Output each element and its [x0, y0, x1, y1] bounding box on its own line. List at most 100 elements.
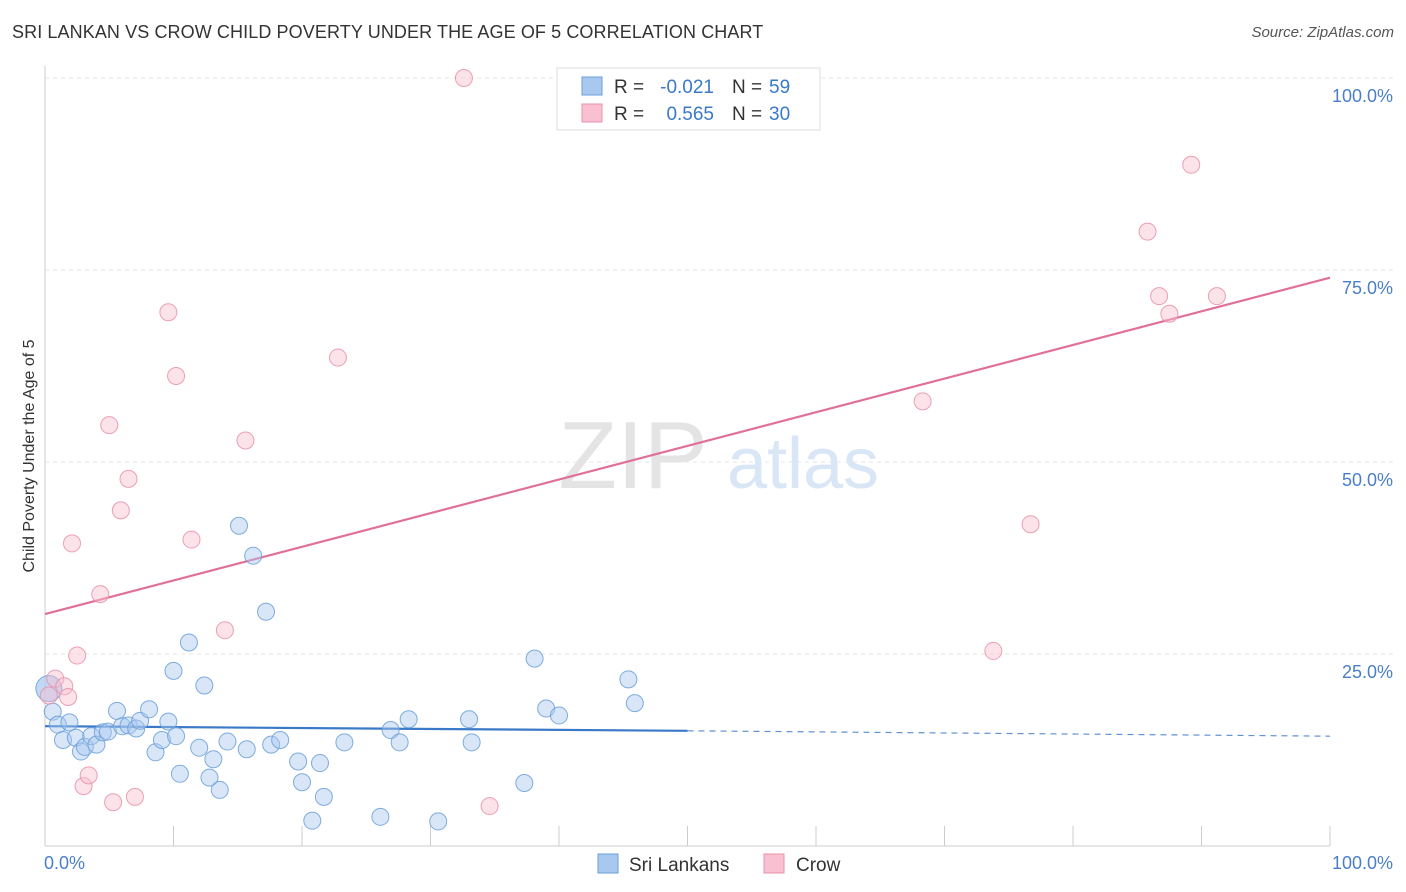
stats-legend-r-value-0: -0.021: [660, 77, 714, 98]
point-crow-26: [1150, 287, 1169, 306]
chart-title: SRI LANKAN VS CROW CHILD POVERTY UNDER T…: [12, 22, 764, 42]
point-crow-7: [79, 766, 98, 785]
point-crow-2: [55, 677, 74, 696]
point-crow-18: [236, 431, 255, 450]
point-sri-lankans-10: [93, 723, 112, 742]
stats-legend-swatch-1: [581, 103, 603, 123]
point-crow-1: [46, 669, 65, 688]
stats-legend-r-value-1: 0.565: [666, 104, 714, 125]
point-crow-27: [1160, 304, 1179, 323]
point-sri-lankans-23: [179, 633, 198, 652]
trend-lines: [44, 276, 1331, 737]
point-crow-8: [91, 585, 110, 604]
point-crow-9: [100, 416, 119, 435]
point-sri-lankans-46: [399, 710, 418, 729]
point-crow-12: [119, 469, 138, 488]
point-crow-17: [215, 621, 234, 640]
point-sri-lankans-39: [303, 811, 322, 830]
point-sri-lankans-38: [293, 773, 311, 792]
point-sri-lankans-45: [390, 733, 409, 752]
point-crow-20: [454, 69, 473, 87]
y-tick-label-75: 75.0%: [1342, 278, 1393, 298]
bottom-legend-swatch-0: [597, 853, 619, 874]
point-sri-lankans-11: [98, 722, 117, 741]
point-crow-23: [984, 641, 1003, 660]
point-crow-14: [159, 303, 178, 322]
point-sri-lankans-7: [75, 737, 94, 756]
point-sri-lankans-47: [429, 812, 448, 831]
x-tick-label-max: 100.0%: [1332, 853, 1393, 873]
point-sri-lankans-33: [244, 546, 263, 565]
point-crow-6: [74, 777, 93, 796]
bottom-legend-label-0: Sri Lankans: [629, 855, 729, 876]
point-sri-lankans-55: [625, 694, 644, 713]
point-sri-lankans-8: [82, 727, 101, 746]
point-sri-lankans-53: [550, 706, 568, 725]
point-sri-lankans-36: [271, 731, 290, 750]
data-points: [35, 69, 1226, 831]
point-crow-13: [125, 787, 144, 806]
stats-legend-n-value-1: 30: [769, 104, 790, 125]
point-sri-lankans-35: [262, 735, 281, 754]
bottom-legend-swatch-1: [763, 853, 785, 874]
point-crow-25: [1138, 222, 1157, 241]
stats-legend-n-label-0: N =: [732, 77, 762, 98]
point-sri-lankans-22: [170, 764, 189, 783]
point-crow-21: [480, 797, 499, 816]
point-sri-lankans-40: [310, 754, 329, 773]
stats-legend-n-value-0: 59: [769, 77, 790, 98]
watermark-zip: ZIP: [558, 402, 707, 509]
point-crow-0: [39, 686, 58, 705]
point-sri-lankans-50: [515, 774, 534, 793]
point-sri-lankans-34: [257, 602, 276, 621]
y-tick-label-25: 25.0%: [1342, 662, 1393, 682]
bottom-legend: Sri Lankans Crow: [597, 853, 841, 876]
point-sri-lankans-37: [289, 752, 308, 771]
trend-line-sri-lankans: [44, 725, 688, 732]
stats-legend-swatch-0: [581, 76, 603, 96]
point-sri-lankans-13: [113, 717, 132, 736]
point-crow-3: [59, 688, 78, 707]
point-sri-lankans-49: [462, 733, 481, 752]
point-sri-lankans-24: [164, 661, 183, 680]
tick-labels: 25.0% 50.0% 75.0% 100.0% 0.0% 100.0%: [44, 86, 1393, 873]
trend-line-dashed-sri-lankans: [687, 730, 1331, 737]
point-sri-lankans-25: [190, 738, 209, 757]
point-crow-15: [167, 366, 186, 385]
point-crow-16: [182, 530, 201, 549]
point-sri-lankans-48: [460, 710, 479, 729]
x-tick-label-min: 0.0%: [44, 853, 85, 873]
point-sri-lankans-44: [381, 721, 400, 740]
bottom-legend-label-1: Crow: [796, 855, 841, 876]
point-crow-29: [1207, 287, 1226, 306]
point-crow-11: [111, 501, 130, 520]
watermark: ZIP atlas: [558, 402, 879, 509]
point-sri-lankans-51: [525, 649, 544, 668]
stats-legend-r-label-0: R =: [614, 77, 644, 98]
point-sri-lankans-43: [371, 807, 390, 826]
watermark-atlas: atlas: [727, 424, 879, 504]
point-sri-lankans-29: [210, 780, 229, 799]
point-crow-5: [68, 646, 87, 665]
point-sri-lankans-20: [159, 712, 178, 731]
stats-legend: R = -0.021 N = 59 R = 0.565 N = 30: [556, 67, 821, 131]
point-sri-lankans-26: [195, 676, 214, 695]
trend-line-crow: [44, 276, 1331, 616]
point-sri-lankans-54: [619, 670, 638, 689]
point-crow-24: [1021, 515, 1040, 534]
point-sri-lankans-0: [35, 675, 63, 703]
point-sri-lankans-27: [200, 768, 219, 787]
stats-legend-r-label-1: R =: [614, 104, 644, 125]
y-axis-label: Child Poverty Under the Age of 5: [21, 339, 38, 572]
point-crow-4: [62, 534, 81, 553]
point-sri-lankans-41: [314, 787, 333, 806]
point-sri-lankans-21: [167, 727, 186, 746]
y-tick-label-100: 100.0%: [1332, 86, 1393, 106]
point-sri-lankans-32: [237, 740, 256, 759]
point-sri-lankans-19: [152, 731, 171, 750]
stats-legend-n-label-1: N =: [732, 104, 762, 125]
point-sri-lankans-28: [204, 750, 223, 769]
point-crow-10: [104, 793, 123, 812]
point-sri-lankans-12: [107, 701, 126, 720]
